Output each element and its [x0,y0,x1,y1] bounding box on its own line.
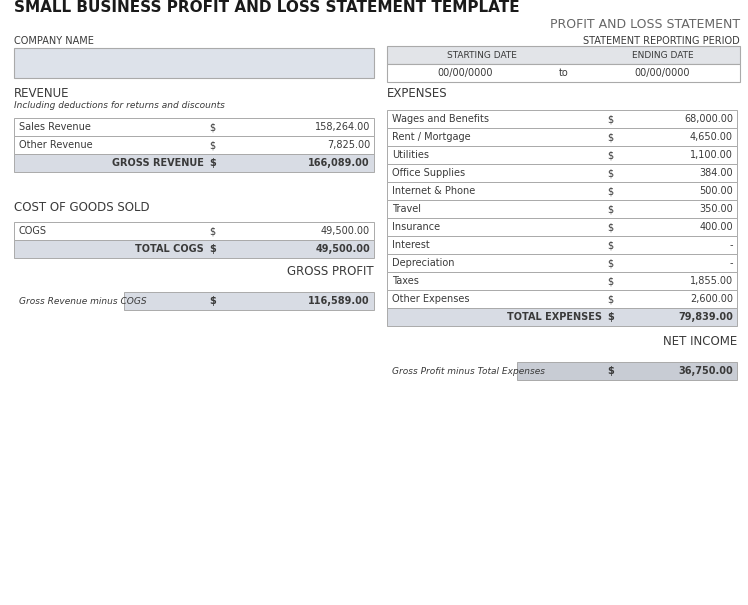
Text: 36,750.00: 36,750.00 [678,366,733,376]
Text: $: $ [607,150,613,160]
Text: STARTING DATE: STARTING DATE [447,50,518,59]
Text: 400.00: 400.00 [699,222,733,232]
Text: $: $ [209,158,215,168]
Bar [14,118,374,136]
Bar [387,46,740,64]
Bar [387,290,737,308]
Text: $: $ [607,222,613,232]
Bar [387,236,737,254]
Text: COMPANY NAME: COMPANY NAME [14,36,94,46]
Text: $: $ [209,122,215,132]
Text: Rent / Mortgage: Rent / Mortgage [392,132,470,142]
Bar [517,362,737,380]
Text: Other Expenses: Other Expenses [392,294,470,304]
Text: $: $ [607,114,613,124]
Text: PROFIT AND LOSS STATEMENT: PROFIT AND LOSS STATEMENT [550,18,740,31]
Text: COGS: COGS [19,226,47,236]
Bar [387,272,737,290]
Text: STATEMENT REPORTING PERIOD: STATEMENT REPORTING PERIOD [583,36,740,46]
Text: TOTAL EXPENSES: TOTAL EXPENSES [507,312,602,322]
Text: $: $ [607,132,613,142]
Text: 384.00: 384.00 [699,168,733,178]
Bar [387,218,737,236]
Text: SMALL BUSINESS PROFIT AND LOSS STATEMENT TEMPLATE: SMALL BUSINESS PROFIT AND LOSS STATEMENT… [14,0,520,15]
Bar [387,128,737,146]
Text: Insurance: Insurance [392,222,440,232]
Text: $: $ [209,140,215,150]
Text: -: - [729,240,733,250]
Text: 49,500.00: 49,500.00 [321,226,370,236]
Text: Taxes: Taxes [392,276,419,286]
Bar [387,110,737,128]
Bar [124,292,374,310]
Text: $: $ [607,186,613,196]
Text: 1,100.00: 1,100.00 [690,150,733,160]
Text: $: $ [607,366,614,376]
Text: 7,825.00: 7,825.00 [327,140,370,150]
Text: 2,600.00: 2,600.00 [690,294,733,304]
Bar [387,254,737,272]
Text: 1,855.00: 1,855.00 [690,276,733,286]
Text: NET INCOME: NET INCOME [663,335,737,348]
Text: Depreciation: Depreciation [392,258,455,268]
Text: 116,589.00: 116,589.00 [308,296,370,306]
Text: ENDING DATE: ENDING DATE [631,50,693,59]
Text: 00/00/0000: 00/00/0000 [634,68,690,78]
Text: GROSS PROFIT: GROSS PROFIT [287,265,374,278]
Text: 500.00: 500.00 [699,186,733,196]
Bar [387,182,737,200]
Text: Other Revenue: Other Revenue [19,140,93,150]
Text: $: $ [607,240,613,250]
Bar [387,146,737,164]
Text: $: $ [607,276,613,286]
Bar [387,164,737,182]
Bar [387,308,737,326]
Text: 350.00: 350.00 [699,204,733,214]
Text: Interest: Interest [392,240,430,250]
Text: Office Supplies: Office Supplies [392,168,465,178]
Text: 68,000.00: 68,000.00 [684,114,733,124]
Text: -: - [729,258,733,268]
Text: $: $ [607,294,613,304]
Text: $: $ [607,258,613,268]
Text: GROSS REVENUE: GROSS REVENUE [112,158,204,168]
Bar [387,200,737,218]
Text: REVENUE: REVENUE [14,87,70,100]
Text: Utilities: Utilities [392,150,429,160]
Bar [14,136,374,154]
Bar [387,64,740,82]
Bar [14,240,374,258]
Text: $: $ [607,312,614,322]
Text: Internet & Phone: Internet & Phone [392,186,475,196]
Text: $: $ [209,296,215,306]
Text: $: $ [607,204,613,214]
Text: EXPENSES: EXPENSES [387,87,447,100]
Bar [14,222,374,240]
Text: 79,839.00: 79,839.00 [678,312,733,322]
Bar [14,154,374,172]
Text: 4,650.00: 4,650.00 [690,132,733,142]
Text: to: to [559,68,568,78]
Text: 166,089.00: 166,089.00 [308,158,370,168]
Text: Sales Revenue: Sales Revenue [19,122,91,132]
Text: Gross Profit minus Total Expenses: Gross Profit minus Total Expenses [392,367,545,376]
Text: $: $ [607,168,613,178]
Text: $: $ [209,244,215,254]
Text: $: $ [209,226,215,236]
Text: 00/00/0000: 00/00/0000 [437,68,492,78]
Text: 158,264.00: 158,264.00 [315,122,370,132]
Text: Gross Revenue minus COGS: Gross Revenue minus COGS [19,296,147,306]
Text: Including deductions for returns and discounts: Including deductions for returns and dis… [14,101,225,110]
Text: COST OF GOODS SOLD: COST OF GOODS SOLD [14,201,150,214]
Text: Travel: Travel [392,204,421,214]
Bar [14,48,374,78]
Text: 49,500.00: 49,500.00 [315,244,370,254]
Text: TOTAL COGS: TOTAL COGS [135,244,204,254]
Text: Wages and Benefits: Wages and Benefits [392,114,489,124]
